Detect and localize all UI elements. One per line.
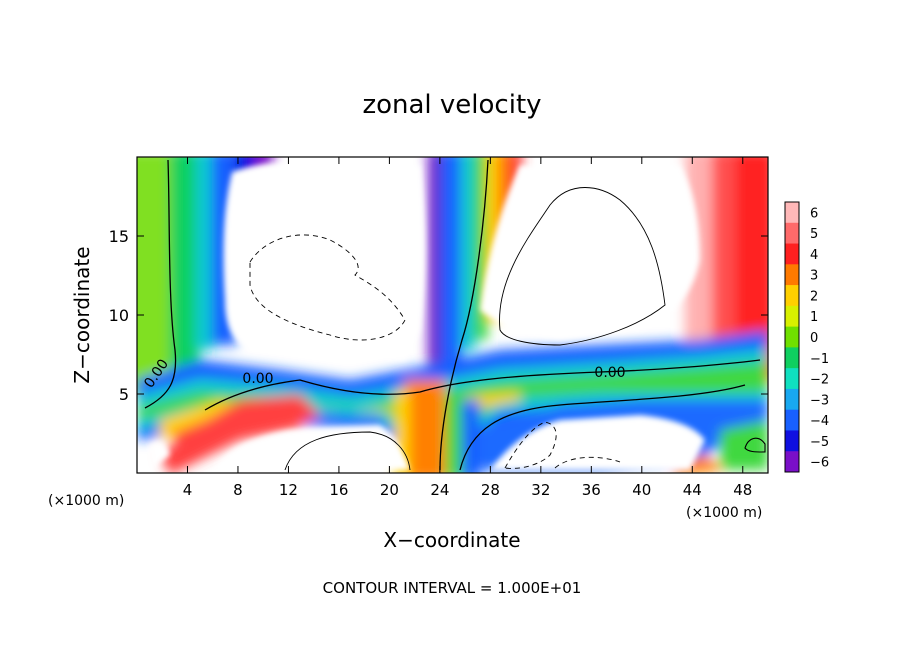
x-tick-label: 44 [683,481,702,499]
colorbar-swatch [785,305,799,328]
colorbar-swatch [785,326,799,348]
colorbar-swatch [785,264,799,286]
x-tick-label: 4 [183,481,193,499]
colorbar-label: −6 [810,456,829,471]
colorbar: 6 5 4 3 2 1 0 −1 −2 −3 −4 −5 −6 [784,201,829,473]
field-lowleft-red [160,395,320,473]
colorbar-label: −5 [810,435,829,450]
colorbar-label: 0 [810,331,818,346]
x-unit-right: (×1000 m) [686,505,762,521]
colorbar-swatch [785,430,799,452]
colorbar-swatch [785,368,799,390]
contour-lowright-loop [744,437,766,453]
x-tick-label: 28 [481,481,500,499]
colorbar-label: 1 [810,310,818,325]
x-tick-label: 32 [531,481,550,499]
colorbar-label: −2 [810,373,829,388]
contour-upper-right [499,187,666,346]
contour-interval-note: CONTOUR INTERVAL = 1.000E+01 [323,579,582,597]
chart-title: zonal velocity [362,90,541,120]
colorbar-label: 2 [810,289,818,304]
colorbar-swatch [785,222,799,245]
colorbar-swatch [785,451,799,473]
colorbar-label: −3 [810,393,829,408]
colorbar-swatch [785,409,799,431]
x-tick-label: 20 [380,481,399,499]
contour-zero-left [144,159,177,409]
field-white-lowright [490,415,705,470]
x-tick-label: 8 [233,481,243,499]
contour-lines [144,159,766,471]
colorbar-swatch [785,347,799,369]
contour-label: 0.00 [594,365,625,381]
colorbar-frame [784,201,800,473]
field-stem-blue [462,400,480,473]
field-left-cyan [195,157,215,350]
contour-lowmid [284,431,411,471]
contour-label: 0.00 [242,371,273,387]
colorbar-label: −1 [810,352,829,367]
contour-zero-main [204,359,761,411]
colorbar-label: 3 [810,269,818,284]
x-tick-label: 16 [329,481,348,499]
y-axis-title: Z−coordinate [70,246,94,383]
x-unit-left: (×1000 m) [48,493,124,509]
colorbar-swatch [785,202,799,224]
x-tick-label: 48 [733,481,752,499]
field-lowright-green [720,420,768,470]
colorbar-label: 4 [810,248,818,263]
y-axis: 5 10 15 [109,227,768,404]
colorbar-label: 5 [810,227,818,242]
field-white-mid [480,165,700,340]
field-stem-orange [405,380,445,473]
field-white-lowleft [215,425,410,470]
y-tick-label: 10 [109,306,129,325]
x-tick-label: 40 [632,481,651,499]
x-tick-label: 36 [582,481,601,499]
field-white-left [223,161,425,360]
colorbar-label: −4 [810,414,829,429]
field-right-red [712,157,737,360]
y-tick-label: 5 [119,385,129,404]
colorbar-swatch [785,285,799,307]
contour-zero-lower [459,384,746,471]
colorbar-swatch [785,243,799,265]
field-stem-green [445,395,465,473]
x-axis: 4 8 12 16 20 24 28 32 36 40 44 48 [183,157,752,499]
colorbar-swatch [785,388,799,411]
x-axis-title: X−coordinate [383,528,520,552]
x-tick-label: 24 [430,481,449,499]
field-left-green [137,157,175,395]
y-tick-label: 15 [109,227,129,246]
x-tick-label: 12 [279,481,298,499]
field-white-left-dip [150,441,170,470]
colorbar-label: 6 [810,206,818,221]
heatmap-field [137,157,768,473]
contour-dashed [249,234,621,469]
contour-dashed-upper [249,234,406,341]
field-center-blue [440,157,462,365]
contour-zero-center [439,159,489,471]
